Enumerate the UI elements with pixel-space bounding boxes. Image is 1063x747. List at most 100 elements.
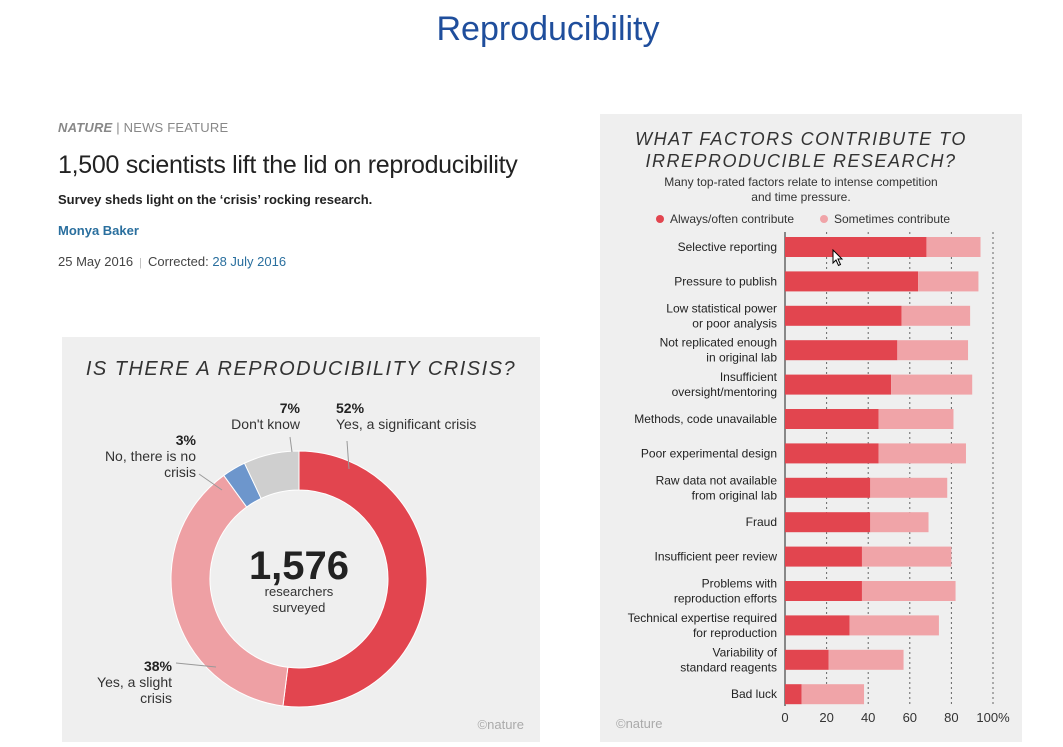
bar-always [785, 374, 892, 395]
legend-label: Sometimes contribute [834, 212, 950, 226]
bar-always [785, 512, 871, 533]
bar-subtitle: Many top-rated factors relate to intense… [664, 175, 937, 189]
corrected-date-link[interactable]: 28 July 2016 [212, 254, 287, 269]
category-label: for reproduction [693, 626, 777, 640]
slice-label: Yes, a significant crisis [336, 416, 476, 432]
bar-always [785, 237, 927, 257]
slice-leader-line [346, 440, 350, 470]
donut-slice [243, 450, 300, 500]
crisis-donut-chart: IS THERE A REPRODUCIBILITY CRISIS?52%Yes… [86, 358, 524, 732]
category-label: Selective reporting [678, 240, 777, 254]
bar-sometimes [849, 615, 939, 636]
slice-leader-line [289, 436, 293, 453]
bar-always [785, 305, 902, 326]
bar-sometimes [901, 305, 971, 326]
x-tick-label: 0 [781, 710, 788, 725]
corrected-label: Corrected: [148, 254, 209, 269]
bar-always [785, 271, 919, 292]
date-separator: | [139, 257, 143, 269]
bar-sometimes [878, 409, 954, 429]
factors-chart-panel: WHAT FACTORS CONTRIBUTE TO IRREPRODUCIBLE… [600, 114, 1022, 742]
bar-sometimes [828, 649, 904, 670]
crisis-chart-panel: IS THERE A REPRODUCIBILITY CRISIS? 52% Yes… [62, 337, 540, 742]
bar-always [785, 477, 871, 498]
category-label: Pressure to publish [674, 274, 777, 288]
category-label: Not replicated enough [660, 336, 777, 350]
slide-title: Reproducibility [436, 10, 660, 48]
category-label: Bad luck [731, 687, 778, 701]
bar-always [785, 581, 862, 601]
legend-swatch [820, 215, 828, 223]
category-label: standard reagents [680, 660, 777, 674]
bar-sometimes [891, 374, 973, 395]
bar-sometimes [897, 340, 969, 361]
slice-percent: 38% [144, 658, 173, 674]
bar-sometimes [861, 581, 956, 601]
x-tick-label: 20 [819, 710, 833, 725]
kicker-separator: | [116, 120, 120, 135]
bar-always [785, 615, 850, 636]
nature-watermark: ©nature [478, 717, 524, 732]
bar-always [785, 340, 898, 361]
author-link[interactable]: Monya Baker [58, 223, 139, 238]
article-kicker: NATURE | NEWS FEATURE [58, 120, 558, 135]
section-name[interactable]: NEWS FEATURE [123, 120, 229, 135]
slice-leader-line [198, 473, 223, 491]
category-label: in original lab [706, 351, 777, 365]
donut-center-label: researchers [265, 584, 334, 599]
category-label: from original lab [692, 488, 778, 502]
x-tick-label: 60 [903, 710, 917, 725]
article-header: NATURE | NEWS FEATURE 1,500 scientists l… [58, 120, 558, 269]
bar-sometimes [870, 512, 929, 533]
category-label: Technical expertise required [628, 611, 777, 625]
legend-label: Always/often contribute [670, 212, 794, 226]
donut-slice [282, 450, 428, 708]
category-label: Poor experimental design [641, 446, 777, 460]
category-label: Fraud [746, 515, 777, 529]
article-dates: 25 May 2016 | Corrected: 28 July 2016 [58, 254, 558, 269]
category-label: Problems with [702, 577, 777, 591]
category-label: Raw data not available [656, 473, 778, 487]
article-standfirst: Survey sheds light on the ‘crisis’ rocki… [58, 192, 373, 207]
bar-sometimes [801, 684, 865, 705]
slice-label: Don't know [231, 416, 301, 432]
slice-leader-line [175, 662, 217, 668]
category-label: Insufficient peer review [654, 550, 777, 564]
bar-sometimes [870, 477, 948, 498]
x-tick-label: 80 [944, 710, 958, 725]
category-label: or poor analysis [692, 316, 777, 330]
x-tick-label: 40 [861, 710, 875, 725]
slice-label: No, there is no [105, 448, 196, 464]
bar-always [785, 546, 862, 567]
slice-percent: 3% [176, 432, 197, 448]
donut-title: IS THERE A REPRODUCIBILITY CRISIS? [86, 358, 516, 380]
category-label: Methods, code unavailable [634, 412, 777, 426]
publish-date: 25 May 2016 [58, 254, 134, 269]
legend-swatch [656, 215, 664, 223]
category-label: reproduction efforts [674, 592, 777, 606]
bar-always [785, 443, 879, 464]
bar-sometimes [878, 443, 966, 464]
slice-label: crisis [140, 690, 172, 706]
bar-subtitle: and time pressure. [751, 190, 850, 204]
slice-label: crisis [164, 464, 196, 480]
donut-center-label: surveyed [273, 600, 326, 615]
bar-sometimes [861, 546, 952, 567]
bar-sometimes [926, 237, 981, 257]
bar-title: WHAT FACTORS CONTRIBUTE TO [635, 129, 967, 149]
x-tick-label: 100% [976, 710, 1010, 725]
nature-watermark: ©nature [616, 716, 662, 731]
slice-label: Yes, a slight [97, 674, 172, 690]
category-label: Low statistical power [666, 301, 777, 315]
article-headline: 1,500 scientists lift the lid on reprodu… [58, 151, 518, 179]
bar-always [785, 684, 802, 705]
publication-name[interactable]: NATURE [58, 120, 113, 135]
bar-title: IRREPRODUCIBLE RESEARCH? [645, 151, 956, 171]
mouse-cursor-icon [832, 249, 844, 267]
bar-always [785, 409, 879, 429]
factors-bar-chart: WHAT FACTORS CONTRIBUTE TOIRREPRODUCIBLE… [616, 129, 1010, 731]
category-label: Insufficient [720, 370, 778, 384]
slice-percent: 52% [336, 400, 365, 416]
donut-slice [170, 474, 289, 707]
category-label: Variability of [713, 645, 778, 659]
